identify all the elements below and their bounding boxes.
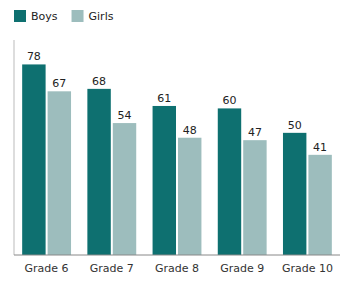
legend-label: Girls (89, 10, 114, 23)
data-labels: 78 68 61 60 50 67 54 48 47 41 (27, 50, 327, 153)
x-tick-label: Grade 8 (155, 262, 199, 275)
legend: Boys Girls (14, 10, 114, 23)
data-label: 47 (248, 126, 262, 139)
bar (22, 64, 45, 255)
legend-item: Girls (72, 10, 114, 23)
bars (22, 64, 332, 255)
y-axis-line (14, 40, 15, 255)
x-tick-label: Grade 10 (282, 262, 333, 275)
data-label: 41 (313, 141, 327, 154)
data-label: 68 (92, 75, 106, 88)
bar (153, 106, 176, 255)
chart-svg: 78 68 61 60 50 67 54 48 47 41 Grade 6 Grade 7 Grade … (0, 0, 350, 285)
bar (308, 155, 331, 255)
data-label: 78 (27, 50, 41, 63)
legend-swatch (14, 10, 26, 22)
bar (178, 138, 201, 255)
bar (283, 133, 306, 255)
data-label: 50 (288, 119, 302, 132)
legend-item: Boys (14, 10, 58, 23)
bar (48, 91, 71, 255)
data-label: 67 (52, 77, 66, 90)
data-label: 54 (118, 109, 132, 122)
x-axis-line (14, 255, 340, 256)
bar (87, 89, 110, 255)
bar (218, 108, 241, 255)
x-tick-label: Grade 7 (90, 262, 134, 275)
chart-container: 78 68 61 60 50 67 54 48 47 41 Grade 6 Grade 7 Grade … (0, 0, 350, 285)
bar (243, 140, 266, 255)
bar (113, 123, 136, 255)
legend-label: Boys (31, 10, 58, 23)
legend-swatch (72, 10, 84, 22)
x-tick-label: Grade 6 (25, 262, 69, 275)
data-label: 48 (183, 124, 197, 137)
data-label: 60 (222, 94, 236, 107)
x-tick-label: Grade 9 (220, 262, 264, 275)
data-label: 61 (157, 92, 171, 105)
